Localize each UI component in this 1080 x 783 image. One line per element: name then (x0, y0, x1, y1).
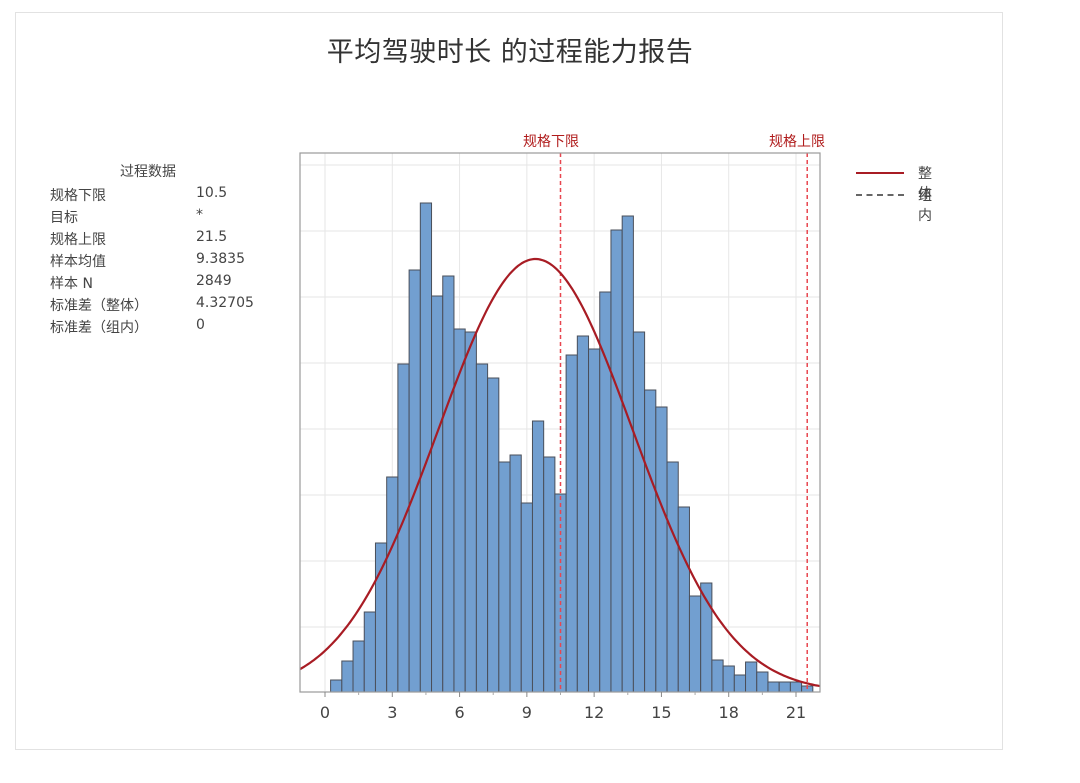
histogram-bar (599, 291, 612, 693)
histogram-bar (374, 542, 388, 693)
histogram-bar (363, 611, 376, 693)
x-tick-label: 15 (651, 703, 672, 722)
histogram-bar (531, 420, 545, 693)
x-tick-label: 6 (454, 703, 465, 722)
histogram-bar (419, 202, 433, 693)
process-data-label: 标准差（组内） (50, 320, 148, 336)
process-data-value: 4.32705 (196, 295, 254, 311)
process-data-row: 样本 N 2849 (50, 273, 290, 295)
process-data-heading: 过程数据 (120, 164, 176, 180)
histogram-bar (666, 461, 679, 693)
process-data-value: * (196, 207, 203, 223)
normal-curve-overall (299, 257, 821, 688)
process-data-label: 规格上限 (50, 232, 106, 248)
histogram-bar (677, 506, 690, 693)
usl-label: 规格上限 (769, 134, 825, 150)
histogram-bar (520, 502, 533, 693)
histogram-bar (330, 679, 343, 693)
process-data-label: 样本均值 (50, 254, 106, 270)
histogram-bar (688, 595, 702, 693)
histogram-bar (554, 493, 567, 693)
solid-line-icon (856, 172, 904, 174)
histogram-bar (386, 476, 399, 693)
histogram-bar (588, 348, 601, 693)
process-data-row: 规格上限 21.5 (50, 229, 290, 251)
process-data-row: 目标 * (50, 207, 290, 229)
histogram-bar (487, 377, 500, 693)
histogram-bar (644, 389, 657, 693)
histogram-bar (565, 354, 578, 693)
process-data-label: 标准差（整体） (50, 298, 148, 314)
histogram-bar (576, 335, 590, 693)
dashed-line-icon (856, 194, 904, 196)
histogram-bar (767, 681, 780, 693)
histogram-bar (442, 275, 455, 693)
histogram-bar (745, 661, 758, 693)
process-data-row: 样本均值 9.3835 (50, 251, 290, 273)
x-tick-label: 18 (718, 703, 739, 722)
histogram-bar (431, 295, 444, 693)
histogram-bar (464, 331, 477, 693)
process-data-value: 2849 (196, 273, 232, 289)
x-tick-label: 9 (521, 703, 532, 722)
x-tick-label: 12 (583, 703, 605, 722)
process-data-label: 目标 (50, 210, 78, 226)
histogram-bar (778, 681, 791, 693)
process-data-label: 规格下限 (50, 188, 106, 204)
process-data-row: 标准差（组内） 0 (50, 317, 290, 339)
histogram-bar (756, 671, 769, 693)
x-tick-label: 21 (785, 703, 807, 722)
x-tick-label: 3 (387, 703, 398, 722)
chart-title: 平均驾驶时长 的过程能力报告 (326, 37, 694, 68)
histogram-bar (352, 640, 365, 693)
histogram-bar (655, 406, 668, 693)
histogram-bar (722, 665, 735, 693)
process-data-label: 样本 N (50, 276, 93, 292)
histogram-bar (733, 674, 747, 693)
histogram-bar (543, 456, 556, 693)
process-data-value: 9.3835 (196, 251, 245, 267)
histogram-bar (498, 461, 511, 693)
histogram-bar (341, 660, 354, 693)
process-data-row: 标准差（整体） 4.32705 (50, 295, 290, 317)
process-data-row: 规格下限 10.5 (50, 185, 290, 207)
process-data-value: 21.5 (196, 229, 228, 245)
lsl-label: 规格下限 (523, 134, 579, 150)
histogram-bar (621, 215, 634, 693)
histogram-bar (789, 681, 803, 693)
histogram-bar (711, 659, 724, 693)
process-data-value: 10.5 (196, 185, 228, 201)
histogram-bar (632, 331, 646, 693)
x-tick-label: 0 (319, 703, 331, 722)
histogram-bar (610, 229, 623, 693)
process-data-value: 0 (196, 317, 205, 333)
histogram-bar (475, 363, 489, 693)
histogram-bar (509, 454, 522, 693)
